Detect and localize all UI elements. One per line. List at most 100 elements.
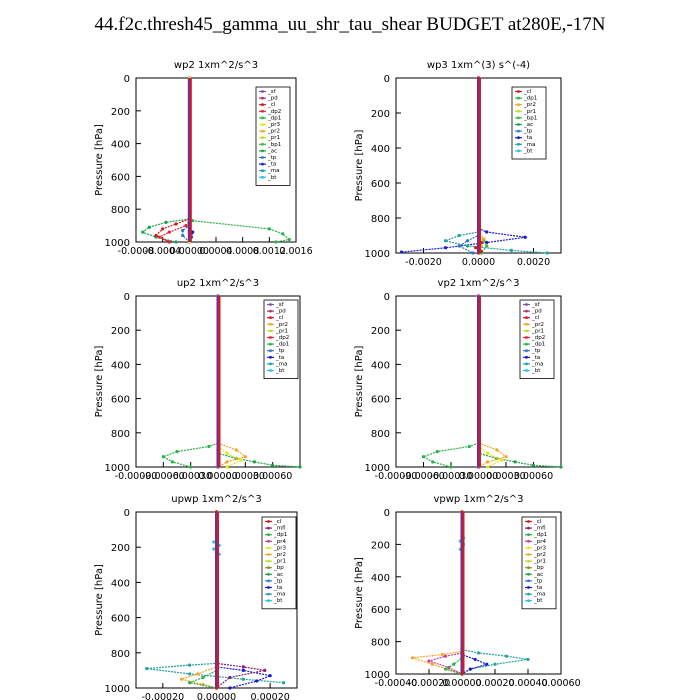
- series-point-pr3: [486, 465, 490, 469]
- legend-label-mfl: _mfl: [533, 526, 546, 532]
- legend-marker-pr4: [527, 539, 530, 543]
- legend-label-ma: _ma: [275, 361, 287, 367]
- x-tick-label: 0.00000: [459, 471, 498, 482]
- series-point-ac: [164, 220, 168, 224]
- x-tick-label: 0.0000: [462, 257, 495, 268]
- legend: _sf_pd_cl_pr2_pr1_dp2_dp1_tp_ta_ma_bt: [263, 299, 299, 379]
- legend-box: [255, 86, 291, 186]
- legend-marker-pr2: [517, 103, 520, 107]
- legend-marker-dp2: [261, 109, 264, 113]
- series-point-dp1: [188, 681, 192, 685]
- legend-label-pd: _pd: [531, 309, 542, 315]
- series-point-dp1: [287, 237, 291, 242]
- legend-label-dp1: _dp1: [275, 342, 289, 348]
- y-tick-label: 1000: [105, 684, 130, 695]
- y-tick-label: 600: [371, 179, 390, 190]
- series-line-dp2: [157, 78, 190, 243]
- chart-panel-2: wp3 1xm^(3) s^(-4) Pressure [hPa] 0 200 400 6…: [354, 60, 562, 268]
- x-tick-label: -0.00020: [141, 692, 184, 700]
- series-point-ta: [443, 246, 448, 250]
- legend-marker-pr1: [517, 109, 520, 113]
- legend-marker-bt: [525, 369, 528, 372]
- legend-label-pd: _pd: [267, 96, 278, 102]
- legend-marker-bp: [267, 566, 270, 570]
- x-tick-label: -0.00060: [142, 471, 185, 482]
- chart-title: vp2 1xm^2/s^3: [438, 278, 520, 289]
- legend-label-ta: _ta: [523, 135, 532, 141]
- series-point-ta: [399, 250, 404, 254]
- legend-label-pr1: _pr1: [267, 135, 280, 141]
- series-line-pr4: [426, 512, 463, 675]
- series-point-ma: [545, 251, 549, 255]
- legend-label-ma: _ma: [533, 592, 545, 598]
- series-point-dp1: [281, 232, 285, 236]
- series-point-ac: [252, 460, 257, 464]
- series-line-cl: [154, 78, 190, 243]
- legend-label-pr2: _pr2: [267, 129, 280, 135]
- x-tick-label: -0.00020: [408, 678, 451, 689]
- chart-title: upwp 1xm^2/s^3: [171, 494, 261, 505]
- series-point-bt: [212, 540, 216, 544]
- legend-marker-pr1: [267, 559, 270, 563]
- legend-label-ta: _ta: [533, 585, 542, 591]
- legend-marker-cl: [525, 316, 528, 320]
- legend-label-dp1: _dp1: [273, 532, 287, 538]
- x-tick-label: -0.00030: [430, 471, 473, 482]
- legend-marker-ac: [261, 149, 264, 153]
- series-line-ac: [217, 296, 301, 468]
- series-point-ac: [559, 465, 563, 469]
- y-tick-label: 200: [371, 109, 390, 120]
- chart-panel-5: upwp 1xm^2/s^3 Pressure [hPa] 0 200 400 600 80…: [94, 494, 298, 700]
- legend-marker-pr1: [525, 329, 528, 333]
- series-point-ac: [531, 463, 536, 467]
- x-tick-label: 0.00030: [486, 471, 525, 482]
- x-tick-label: 0.00030: [226, 471, 265, 482]
- series-point-ac: [271, 463, 275, 467]
- legend-marker-cl: [517, 90, 520, 93]
- series-line-dp1: [422, 296, 480, 468]
- legend-marker-ta: [525, 355, 528, 359]
- legend-label-sf: _sf: [267, 89, 277, 95]
- series-point-dp1: [452, 662, 456, 666]
- series-point-ma: [476, 651, 481, 655]
- legend-label-bt: _bt: [267, 175, 277, 181]
- y-tick-label: 600: [371, 395, 390, 406]
- series-line-dp1: [443, 512, 463, 675]
- legend-label-bp: _bp: [533, 565, 544, 571]
- series-line-pr2: [477, 296, 508, 468]
- series-point-ma: [145, 667, 149, 671]
- series-point-dp2: [167, 230, 171, 234]
- legend-marker-tp: [261, 156, 264, 159]
- x-tick-label: 0.00000: [197, 692, 236, 700]
- y-tick-label: 800: [111, 205, 130, 216]
- series-point-dp1: [443, 667, 448, 671]
- series-line-tp: [182, 78, 190, 243]
- series-point-pr3: [239, 458, 243, 462]
- legend-label-ac: _ac: [533, 572, 543, 578]
- x-tick-label: 0.00000: [170, 246, 209, 257]
- legend-label-cl: _cl: [531, 315, 540, 321]
- legend-marker-ta: [261, 162, 264, 166]
- series-point-ma: [457, 233, 461, 238]
- legend-marker-sf: [261, 90, 264, 93]
- y-axis-label: Pressure [hPa]: [354, 346, 365, 418]
- legend-marker-tp: [527, 579, 530, 583]
- series-line-pr2: [217, 296, 247, 468]
- y-axis-label: Pressure [hPa]: [94, 346, 105, 418]
- legend-label-bt: _bt: [275, 368, 285, 374]
- y-tick-label: 0: [124, 508, 130, 519]
- series-point-bp1: [485, 244, 489, 248]
- x-tick-label: -0.00060: [402, 471, 445, 482]
- y-tick-label: 400: [371, 360, 390, 371]
- y-tick-label: 200: [111, 326, 130, 337]
- series-point-ma: [188, 672, 192, 676]
- legend-marker-ma: [261, 169, 264, 173]
- series-point-cl: [154, 233, 158, 238]
- series-point-pr2: [495, 448, 499, 452]
- legend-label-sf: _sf: [531, 302, 541, 308]
- series-point-pr4: [427, 659, 431, 663]
- y-tick-label: 0: [384, 292, 390, 303]
- y-tick-label: 0: [384, 74, 390, 85]
- legend-label-cl: _cl: [267, 102, 276, 108]
